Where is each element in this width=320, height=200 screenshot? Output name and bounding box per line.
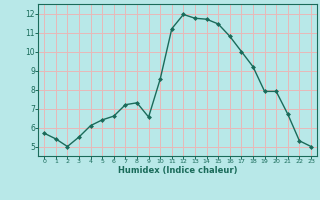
X-axis label: Humidex (Indice chaleur): Humidex (Indice chaleur) (118, 166, 237, 175)
